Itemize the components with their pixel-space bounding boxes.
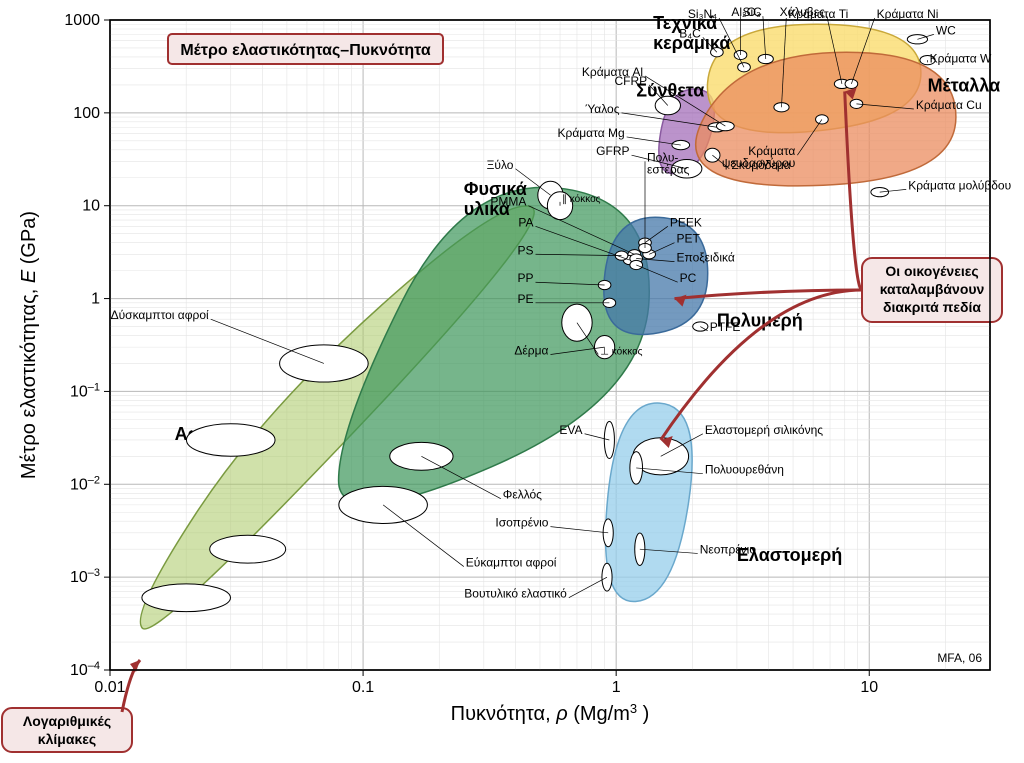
- x-tick-label: 0.01: [94, 679, 125, 696]
- callout-text: καταλαμβάνουν: [880, 281, 985, 297]
- material-label: Πολυουρεθάνη: [705, 463, 784, 477]
- material-label: B₄C: [679, 26, 701, 40]
- material-Φελλός: [390, 442, 453, 470]
- y-tick-label: 100: [73, 105, 100, 122]
- material-label: Εύκαμπτοι αφροί: [466, 556, 557, 570]
- credit: MFA, 06: [937, 651, 982, 665]
- material-label: WC: [936, 23, 956, 37]
- material-label: Κράματα μολύβδου: [908, 178, 1011, 192]
- callout-text: Λογαριθμικές: [23, 713, 111, 729]
- chart-title: Μέτρο ελαστικότητας–Πυκνότητα: [180, 42, 430, 59]
- material-label: ⊥ κόκκος: [600, 345, 642, 357]
- material-label: PMMA: [490, 195, 526, 209]
- material-label: Ισοπρένιο: [495, 516, 548, 530]
- material-Εύκαμπτοι αφροί b: [210, 535, 286, 563]
- y-tick-label: 1: [91, 291, 100, 308]
- material-label: PC: [680, 271, 697, 285]
- material-label: Κράματα W: [930, 51, 992, 65]
- material-label: Al₂O₃: [731, 5, 761, 19]
- material-label: GFRP: [596, 144, 629, 158]
- material-label: Si₃N₄: [688, 7, 717, 21]
- x-tick-label: 10: [860, 679, 878, 696]
- callout-text: Οι οικογένειες: [885, 263, 978, 279]
- material-Βουτυλικό ελαστικό: [602, 563, 612, 591]
- ashby-chart: 0.010.111010–410–310–210–11101001000Αφρο…: [0, 0, 1024, 763]
- y-axis-label: Μέτρο ελαστικότητας, E (GPa): [18, 211, 40, 479]
- y-tick-label: 1000: [64, 12, 100, 29]
- material-Δύσκαμπτοι αφροί b: [186, 424, 275, 457]
- material-label: Δέρμα: [514, 343, 548, 357]
- material-label: Φελλός: [503, 488, 542, 502]
- material-Ξύλο ⊥ κόκκος: [562, 304, 592, 341]
- material-label: EVA: [559, 423, 582, 437]
- material-label: Χάλυβες: [780, 5, 825, 19]
- material-label: Ξύλο: [487, 158, 514, 172]
- material-label: Κράματα Ni: [877, 7, 939, 21]
- material-label: Κράματα Cu: [916, 98, 982, 112]
- material-label: Δύσκαμπτοι αφροί: [111, 308, 209, 322]
- material-label: PEEK: [670, 215, 702, 229]
- material-label: Βουτυλικό ελαστικό: [464, 587, 567, 601]
- material-label: ∥ κόκκος: [562, 193, 601, 205]
- material-label: Κράματα Al: [582, 65, 643, 79]
- material-label: Εποξειδικά: [676, 251, 734, 265]
- material-label: Ύαλος: [585, 102, 620, 116]
- material-Κράματα μολύβδου: [871, 188, 889, 197]
- material-label: ψευδαργύρου: [722, 156, 796, 170]
- x-axis-label: Πυκνότητα, ρ (Mg/m3 ): [451, 701, 650, 726]
- material-label: Ελαστομερή σιλικόνης: [705, 423, 823, 437]
- material-Εύκαμπτοι αφροί c: [142, 584, 231, 612]
- material-label: PET: [676, 232, 700, 246]
- y-tick-label: 10: [82, 198, 100, 215]
- x-tick-label: 0.1: [352, 679, 374, 696]
- callout-text: κλίμακες: [38, 731, 96, 747]
- material-label: Κράματα Mg: [558, 126, 625, 140]
- material-label: PE: [517, 292, 533, 306]
- material-label: PP: [517, 271, 533, 285]
- material-label: Νεοπρένιο: [700, 542, 757, 556]
- callout-text: διακριτά πεδία: [883, 299, 981, 315]
- material-label: PA: [518, 215, 533, 229]
- material-label: PTFE: [710, 320, 741, 334]
- x-tick-label: 1: [612, 679, 621, 696]
- material-label: PS: [517, 243, 533, 257]
